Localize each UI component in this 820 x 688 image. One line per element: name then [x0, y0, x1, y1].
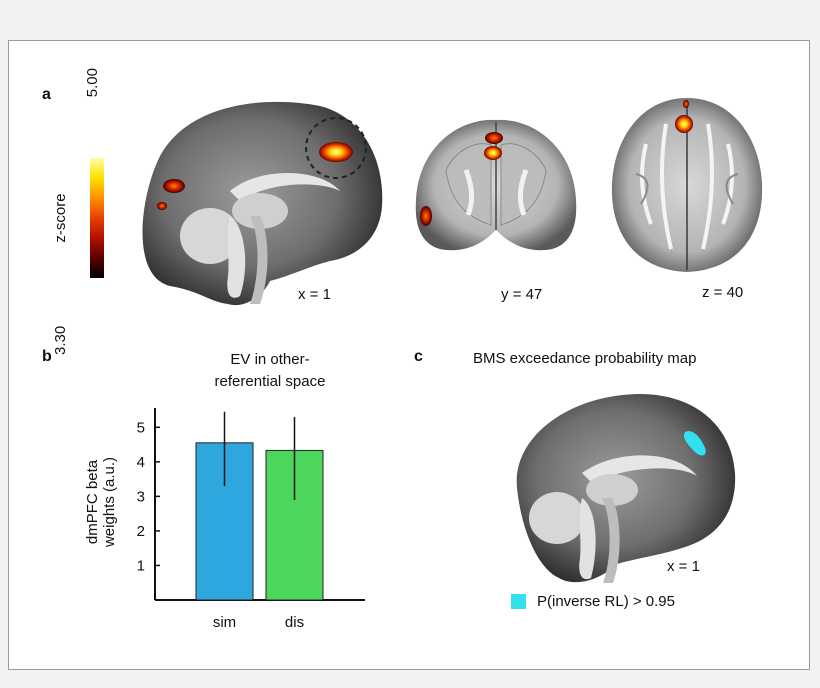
y-tick-label: 4 — [137, 454, 145, 471]
legend-text: P(inverse RL) > 0.95 — [537, 593, 675, 610]
chart-title-line2: referential space — [214, 373, 326, 390]
sagittal-brain-image — [142, 101, 383, 306]
y-tick-label: 5 — [137, 419, 145, 436]
colorbar-group: 5.00 z-score 3.30 — [52, 68, 118, 355]
bms-brain-image — [516, 393, 736, 583]
coronal-slice-label: y = 47 — [501, 286, 543, 303]
axial-slice: z = 40 — [596, 84, 778, 301]
panel-c-title: BMS exceedance probability map — [473, 350, 697, 367]
coronal-brain-image — [415, 119, 577, 251]
x-tick-label-sim: sim — [213, 614, 236, 631]
chart-ylabel-line1: dmPFC beta — [84, 459, 101, 545]
chart-title-line1: EV in other- — [230, 351, 310, 368]
y-tick-label: 2 — [137, 523, 145, 540]
colorbar-gradient — [90, 158, 104, 278]
colorbar-min-label: 3.30 — [52, 325, 69, 355]
bar-chart: 1 2 3 4 5 sim dis — [137, 408, 365, 631]
axial-slice-label: z = 40 — [702, 284, 744, 301]
axial-brain-image — [611, 98, 763, 272]
chart-ylabel-line2: weights (a.u.) — [101, 456, 118, 548]
x-tick-label-dis: dis — [285, 614, 304, 631]
roi-dashed-circle — [305, 117, 367, 179]
panel-a-letter: a — [42, 86, 51, 103]
panel-b-letter: b — [42, 348, 52, 365]
sagittal-activation-blobs — [157, 142, 353, 210]
colorbar-max-label: 5.00 — [84, 68, 101, 98]
y-tick-label: 1 — [137, 557, 145, 574]
sagittal-slice: x = 1 — [110, 76, 395, 311]
bms-sagittal-slice: x = 1 — [487, 378, 745, 590]
legend-swatch — [511, 594, 526, 609]
y-tick-label: 3 — [137, 488, 145, 505]
panel-c-letter: c — [414, 348, 423, 365]
bms-slice-label: x = 1 — [667, 558, 700, 575]
sagittal-slice-label: x = 1 — [298, 286, 331, 303]
coronal-activation-blobs — [420, 132, 503, 226]
bms-cluster — [683, 431, 706, 456]
axial-activation-blobs — [675, 100, 693, 133]
coronal-slice: y = 47 — [396, 100, 596, 310]
